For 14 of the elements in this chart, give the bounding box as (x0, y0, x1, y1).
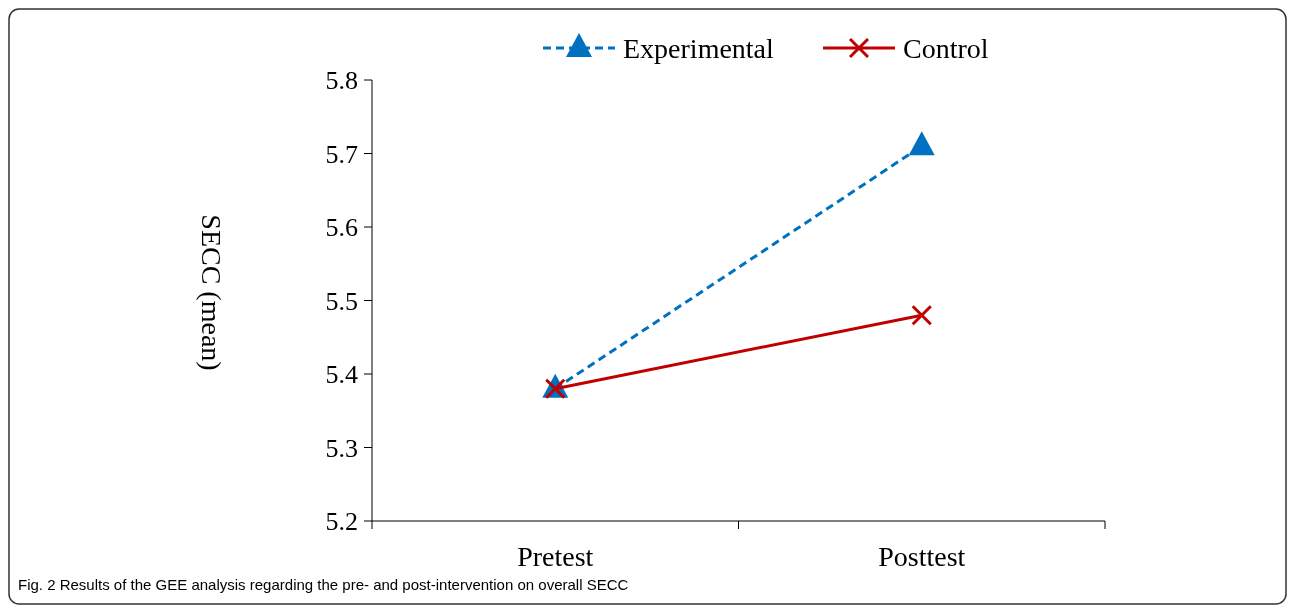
y-tick-label: 5.5 (325, 286, 358, 316)
x-tick-label: Posttest (878, 541, 966, 572)
y-tick-label: 5.8 (325, 66, 358, 96)
y-tick-label: 5.4 (325, 360, 358, 390)
x-tick-label: Pretest (517, 541, 594, 572)
point (911, 304, 933, 326)
legend-label: Control (903, 32, 989, 64)
caption: Fig. 2 Results of the GEE analysis regarding the pre- and post-intervention on overall SECC (18, 576, 629, 593)
y-tick-label: 5.6 (325, 213, 358, 243)
y-tick-label: 5.2 (325, 507, 358, 537)
y-tick-label: 5.7 (325, 139, 358, 169)
y-tick-label: 5.3 (325, 433, 358, 463)
legend-label: Experimental (623, 32, 775, 64)
y-axis-title: SECC (mean) (196, 214, 227, 371)
